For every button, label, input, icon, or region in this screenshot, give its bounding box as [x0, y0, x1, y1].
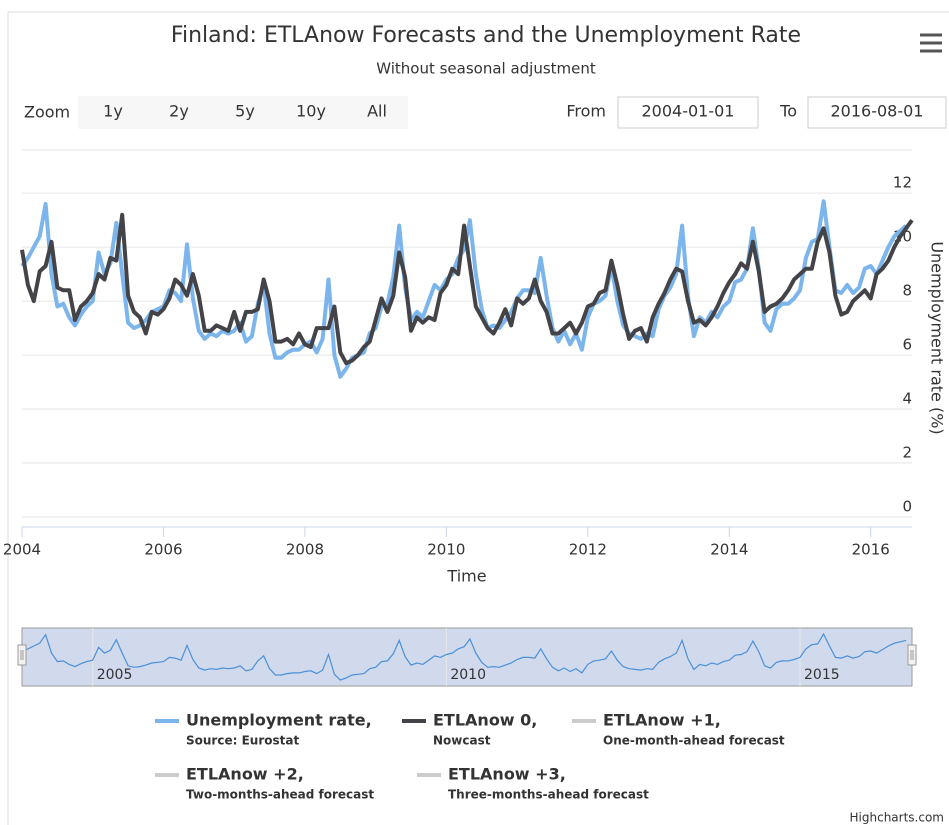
legend-description[interactable]: Nowcast: [433, 734, 491, 748]
zoom-button[interactable]: 2y: [169, 102, 189, 121]
x-tick-label: 2006: [144, 541, 182, 559]
from-value[interactable]: 2004-01-01: [642, 102, 735, 121]
zoom-button[interactable]: 10y: [296, 102, 326, 121]
navigator-tick-label: 2015: [804, 667, 840, 683]
y-axis-title: Unemployment rate (%): [928, 241, 947, 434]
x-tick-label: 2012: [569, 541, 607, 559]
x-axis-title: Time: [446, 567, 486, 586]
y-tick-label: 4: [902, 390, 912, 408]
from-input[interactable]: [617, 96, 759, 129]
zoom-label: Zoom: [24, 103, 70, 122]
legend-label[interactable]: ETLAnow +2,: [186, 765, 304, 784]
navigator-handle[interactable]: [17, 644, 27, 666]
legend-description[interactable]: Three-months-ahead forecast: [448, 788, 649, 802]
zoom-button[interactable]: 1y: [103, 102, 123, 121]
x-tick-label: 2008: [286, 541, 324, 559]
x-tick-label: 2004: [3, 541, 41, 559]
x-tick-label: 2014: [710, 541, 748, 559]
series-line: [20, 212, 914, 366]
zoom-button: All: [367, 102, 387, 121]
y-tick-label: 6: [902, 336, 912, 354]
zoom-button[interactable]: 5y: [235, 102, 255, 121]
x-tick-label: 2010: [427, 541, 465, 559]
legend-label[interactable]: ETLAnow 0,: [433, 711, 537, 730]
y-tick-label: 0: [902, 498, 912, 516]
chart-subtitle: Without seasonal adjustment: [376, 60, 596, 78]
navigator-line: [21, 632, 907, 681]
legend-description[interactable]: Two-months-ahead forecast: [186, 788, 374, 802]
legend-label[interactable]: ETLAnow +1,: [603, 711, 721, 730]
legend-label[interactable]: Unemployment rate,: [186, 711, 372, 730]
to-value[interactable]: 2016-08-01: [831, 102, 924, 121]
from-label: From: [566, 102, 606, 121]
navigator-tick-label: 2005: [97, 667, 133, 683]
navigator-tick-label: 2010: [450, 667, 486, 683]
legend-label[interactable]: ETLAnow +3,: [448, 765, 566, 784]
x-tick-label: 2016: [852, 541, 890, 559]
chart-title: Finland: ETLAnow Forecasts and the Unemp…: [171, 23, 801, 48]
zoom-button-group: [78, 96, 408, 129]
to-input[interactable]: [807, 96, 947, 129]
y-tick-label: 12: [893, 174, 912, 192]
legend-description[interactable]: One-month-ahead forecast: [603, 734, 785, 748]
to-label: To: [779, 102, 797, 121]
legend-description[interactable]: Source: Eurostat: [186, 734, 299, 748]
y-tick-label: 8: [902, 282, 912, 300]
menu-button[interactable]: [916, 30, 946, 58]
credits[interactable]: Highcharts.com: [850, 811, 944, 825]
navigator-handle[interactable]: [907, 644, 917, 666]
y-tick-label: 2: [902, 444, 912, 462]
